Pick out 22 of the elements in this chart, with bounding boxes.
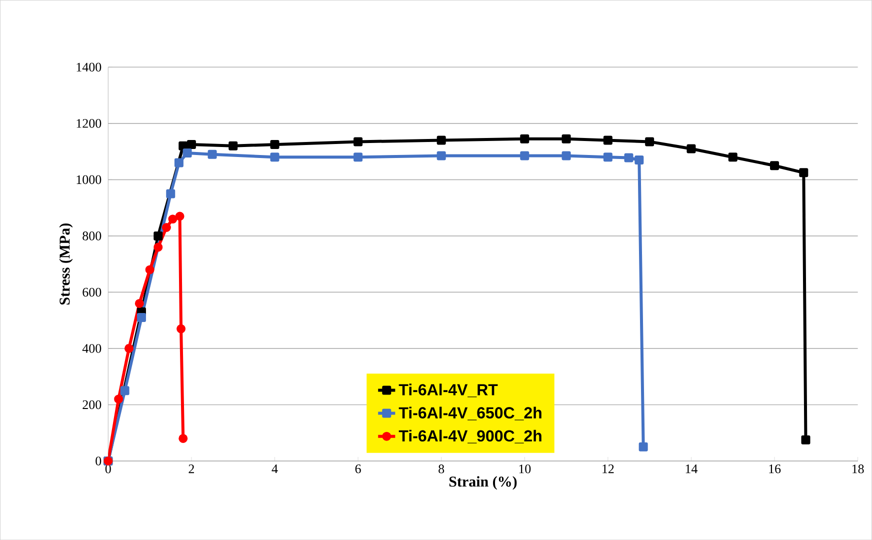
x-tick-label: 12	[602, 464, 614, 474]
y-tick-label: 800	[82, 231, 102, 240]
legend-label: Ti-6Al-4V_900C_2h	[398, 430, 542, 444]
x-tick-label: 10	[519, 464, 531, 474]
legend-label: Ti-6Al-4V_650C_2h	[398, 406, 542, 420]
x-tick-label: 18	[852, 464, 864, 474]
y-tick-label: 200	[82, 400, 102, 410]
legend-label: Ti-6Al-4V_RT	[398, 384, 498, 398]
y-tick-label: 400	[82, 344, 102, 353]
x-axis-title: Strain (%)	[449, 476, 517, 490]
y-tick-label: 1000	[76, 175, 102, 184]
x-tick-label: 16	[769, 464, 781, 474]
x-tick-label: 6	[355, 464, 361, 474]
y-tick-label: 0	[96, 456, 102, 466]
y-tick-label: 1400	[76, 62, 102, 72]
x-tick-label: 4	[272, 464, 278, 473]
y-tick-label: 1200	[76, 118, 102, 128]
x-tick-label: 8	[438, 464, 444, 474]
x-tick-label: 2	[188, 464, 194, 474]
y-tick-label: 600	[82, 288, 102, 297]
x-tick-label: 14	[686, 464, 698, 474]
y-axis-title: Stress (MPa)	[59, 223, 73, 304]
